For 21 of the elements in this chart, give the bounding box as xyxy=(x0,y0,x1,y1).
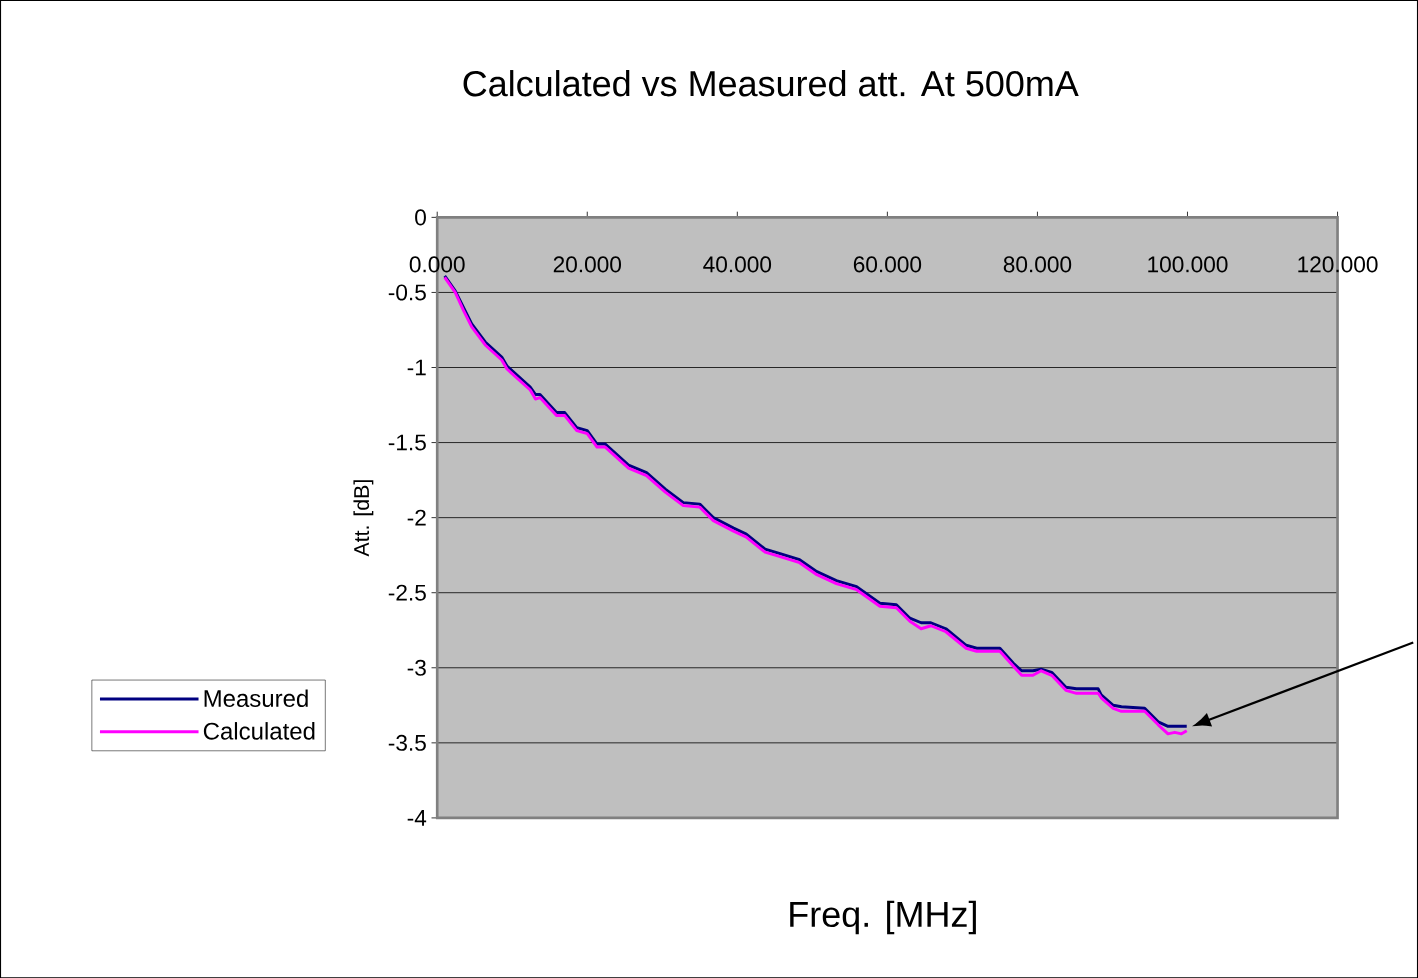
y-tick-label: -1 xyxy=(407,359,426,376)
y-tick-label: -0.5 xyxy=(388,284,426,301)
y-tick-label: -1.5 xyxy=(388,434,426,451)
x-tick-label: 80.000 xyxy=(1003,256,1072,273)
x-tick-label: 0.000 xyxy=(409,256,465,273)
legend-label: Calculated xyxy=(203,721,315,740)
x-tick-label: 40.000 xyxy=(703,256,772,273)
y-tick-label: -2 xyxy=(407,509,426,526)
y-tick-label: -4 xyxy=(407,809,427,826)
y-tick-label: 0 xyxy=(415,209,426,226)
y-axis-title: Att. [dB] xyxy=(353,480,374,557)
legend-label: Measured xyxy=(204,689,308,707)
x-tick-label: 120.000 xyxy=(1298,256,1378,273)
y-tick-label: -3 xyxy=(407,659,426,676)
y-tick-label: -2.5 xyxy=(388,584,426,601)
x-axis-title: Freq. [MHz] xyxy=(790,900,976,935)
x-tick-label: 60.000 xyxy=(853,256,922,273)
chart-title: Calculated vs Measured att. At 500mA xyxy=(463,69,1079,97)
x-tick-label: 100.000 xyxy=(1148,256,1228,273)
y-tick-label: -3.5 xyxy=(388,734,426,751)
x-tick-label: 20.000 xyxy=(553,256,622,273)
